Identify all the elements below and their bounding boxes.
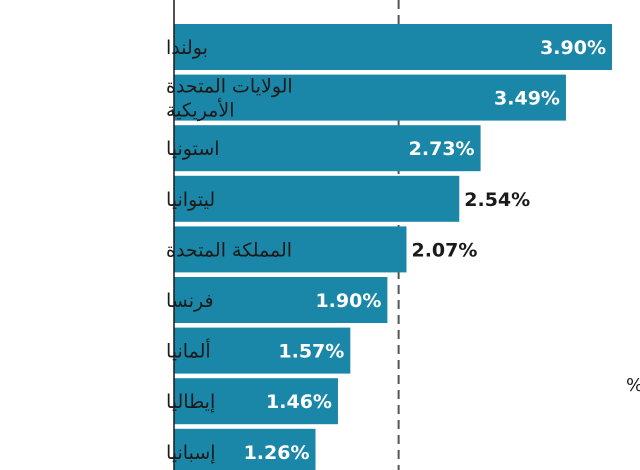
- value-label: 1.46%: [266, 391, 332, 413]
- reference-line-label: مبدأ الناتو التوجيهي 2%: [626, 373, 640, 396]
- category-label: إيطاليا: [166, 391, 215, 414]
- value-label: 1.90%: [315, 290, 381, 312]
- bar: [174, 277, 388, 323]
- category-label: استونيا: [166, 138, 220, 160]
- category-label: ألمانيا: [166, 339, 211, 363]
- value-label: 2.54%: [464, 189, 530, 211]
- value-label: 2.07%: [411, 239, 477, 261]
- bar: [174, 428, 316, 470]
- value-label: 2.73%: [409, 138, 475, 160]
- bar: [174, 125, 481, 172]
- category-label: الولايات المتحدة الأمريكية: [166, 76, 293, 122]
- value-label: 1.57%: [278, 341, 344, 363]
- value-label: 3.90%: [540, 37, 606, 59]
- bar: [174, 378, 338, 425]
- category-label: بولندا: [166, 37, 208, 59]
- bar: [174, 24, 612, 70]
- bar: [174, 74, 566, 121]
- bar: [174, 226, 407, 273]
- category-label: إسبانيا: [166, 442, 216, 465]
- value-label: 3.49%: [494, 88, 560, 110]
- category-label: المملكة المتحدة: [166, 239, 292, 261]
- category-label: ليتوانيا: [166, 189, 215, 211]
- bar: [174, 175, 460, 222]
- value-label: 1.26%: [244, 442, 310, 464]
- bar: [174, 327, 351, 374]
- category-label: فرنسا: [166, 290, 214, 312]
